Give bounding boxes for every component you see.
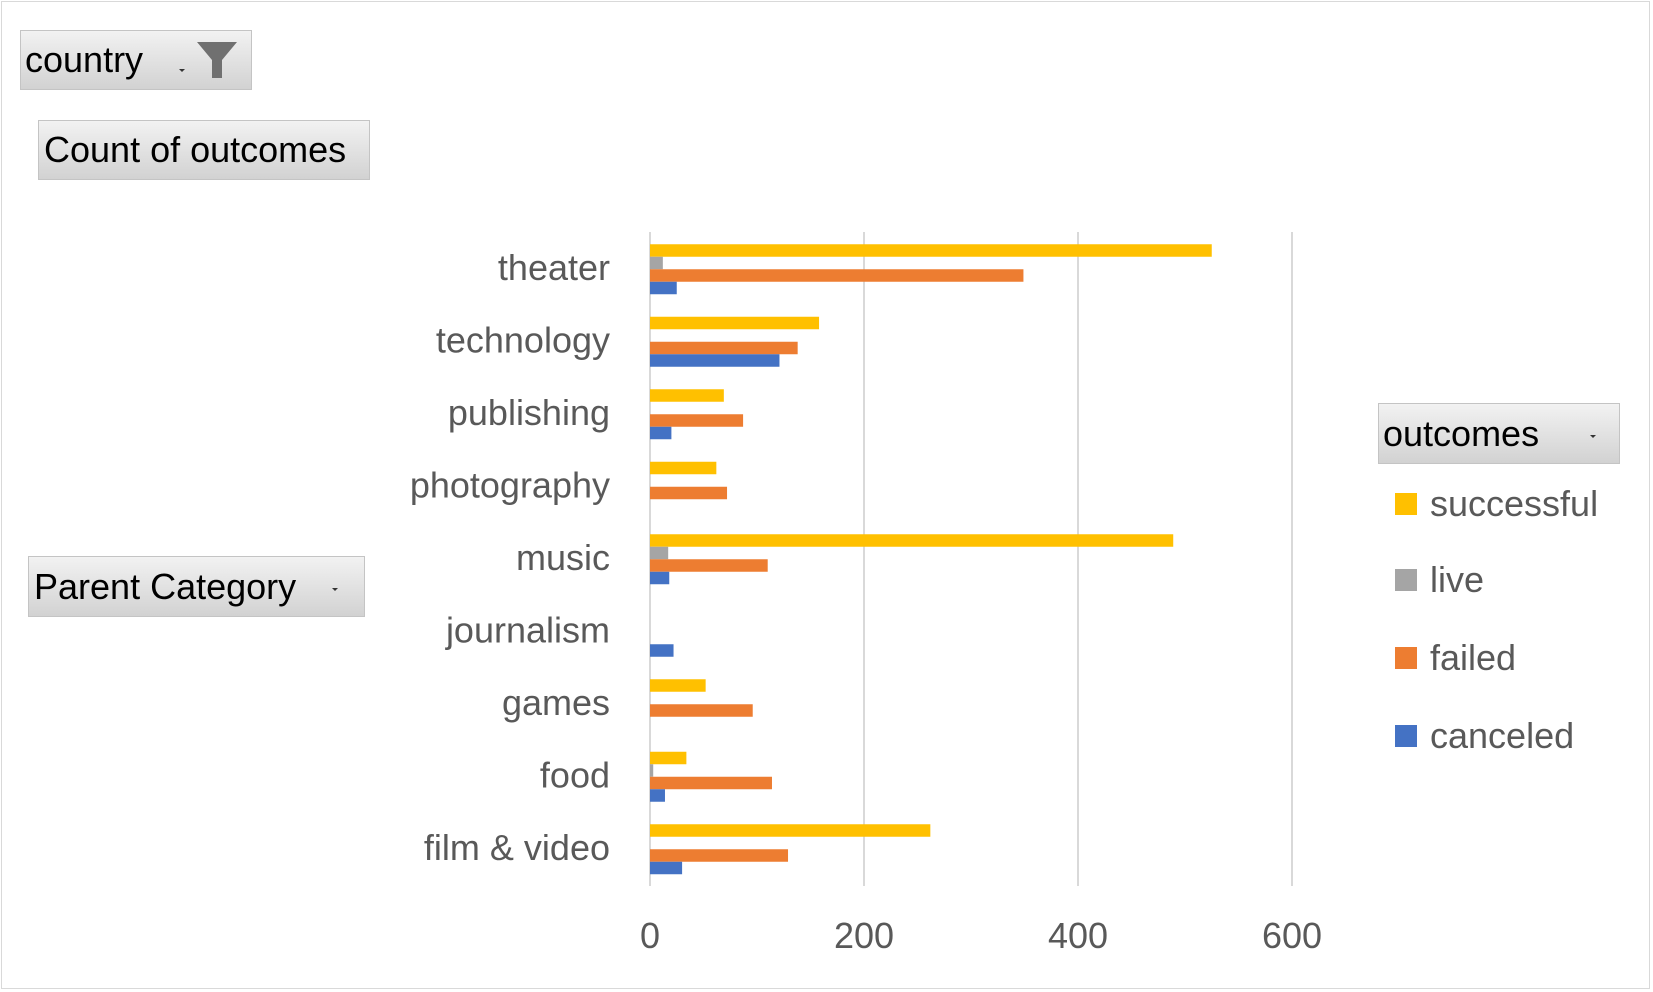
- bar-failed: [650, 849, 789, 862]
- dropdown-arrow-icon: [1590, 435, 1596, 438]
- dropdown-arrow-icon: [179, 69, 185, 72]
- legend-label: successful: [1430, 483, 1599, 524]
- bar-successful: [650, 244, 1212, 257]
- bar-failed: [650, 776, 772, 790]
- bar-successful: [650, 534, 1174, 547]
- category-label: technology: [436, 320, 610, 361]
- bar-successful: [650, 751, 687, 765]
- bar-canceled: [650, 426, 672, 440]
- bar-successful: [650, 389, 724, 402]
- values-field-label: Count of outcomes: [44, 129, 347, 170]
- legend-swatch: [1395, 725, 1417, 747]
- funnel-filter-icon: [197, 42, 237, 78]
- legend-item: live: [1395, 559, 1485, 600]
- category-label: film & video: [424, 827, 610, 868]
- values-field-button[interactable]: Count of outcomes: [38, 120, 370, 180]
- category-label: publishing: [448, 392, 610, 433]
- bar-canceled: [650, 281, 677, 295]
- bar-canceled: [650, 571, 670, 585]
- legend-label: failed: [1430, 637, 1517, 678]
- bar-failed: [650, 704, 753, 717]
- legend-item: successful: [1395, 483, 1599, 524]
- axis-field-button[interactable]: Parent Category: [28, 556, 365, 617]
- bar-live: [650, 764, 654, 777]
- category-label: journalism: [445, 610, 610, 651]
- bar-failed: [650, 414, 744, 427]
- legend-field-button[interactable]: outcomes: [1378, 403, 1620, 464]
- bar-canceled: [650, 644, 674, 657]
- x-tick-label: 600: [1262, 915, 1322, 956]
- bar-failed: [650, 559, 768, 572]
- bar-canceled: [650, 861, 683, 875]
- bar-successful: [650, 461, 717, 475]
- axis-field-label: Parent Category: [34, 565, 297, 607]
- bar-failed: [650, 486, 728, 500]
- legend-item: failed: [1395, 637, 1517, 678]
- legend-label: canceled: [1430, 715, 1575, 756]
- category-label: theater: [498, 247, 610, 288]
- bar-successful: [650, 679, 706, 692]
- bar-failed: [650, 269, 1024, 282]
- category-label: music: [516, 537, 610, 578]
- legend-swatch: [1395, 569, 1417, 591]
- bar-successful: [650, 824, 931, 837]
- country-filter-button[interactable]: country: [20, 30, 252, 90]
- legend-label: live: [1430, 559, 1485, 600]
- bar-failed: [650, 341, 798, 355]
- dropdown-arrow-icon: [332, 588, 338, 591]
- bar-canceled: [650, 789, 665, 802]
- legend-item: canceled: [1395, 715, 1575, 756]
- legend-field-label: outcomes: [1383, 412, 1540, 454]
- x-tick-label: 0: [640, 915, 660, 956]
- legend-swatch: [1395, 647, 1417, 669]
- category-label: food: [540, 755, 610, 796]
- bar-successful: [650, 316, 820, 330]
- category-label: games: [502, 682, 610, 723]
- bar-live: [650, 256, 663, 270]
- bar-live: [650, 546, 669, 560]
- bar-canceled: [650, 354, 780, 367]
- category-label: photography: [410, 465, 610, 506]
- legend-swatch: [1395, 493, 1417, 515]
- country-filter-label: country: [25, 39, 144, 80]
- x-tick-label: 200: [834, 915, 894, 956]
- x-tick-label: 400: [1048, 915, 1108, 956]
